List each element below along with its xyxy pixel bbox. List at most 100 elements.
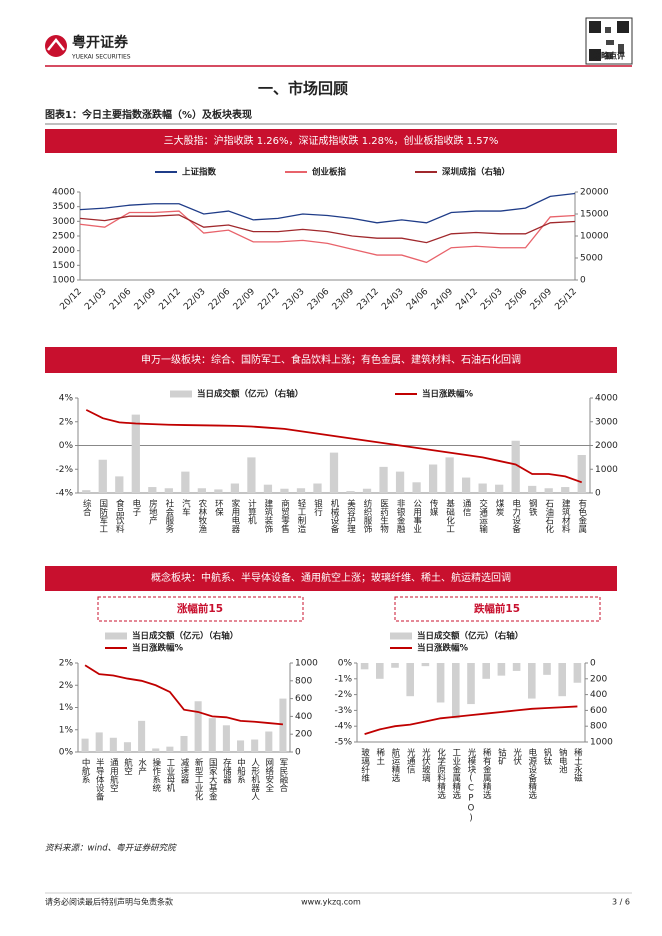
y-tick-label: 0% [59,441,74,451]
x-tick-label: 25/12 [553,287,578,312]
legend-label: 创业板指 [311,167,347,178]
x-tick-label: 环保 [213,499,223,517]
x-tick-label: 轻工制造 [296,498,306,534]
qr-code [585,17,633,65]
bar [180,735,188,752]
x-tick-label: 房地产 [147,498,157,525]
y-tick-label: 2% [59,417,74,427]
bar [181,471,190,493]
y2-tick-label: 1000 [595,465,618,475]
x-tick-label: 电力设备 [511,498,521,534]
logo-icon [45,35,67,57]
bar [123,742,131,752]
bar [467,663,475,705]
y-tick-label: -2% [55,465,73,475]
x-tick-label: 光伏玻璃 [420,747,430,783]
banner [45,566,617,591]
legend-swatch [105,632,127,640]
x-tick-label: 22/12 [256,287,281,312]
y2-tick-label: 400 [590,690,607,700]
bar [362,488,372,493]
bar [98,459,107,493]
bar [208,718,216,752]
legend-label: 当日成交额（亿元）（右轴） [132,631,238,642]
x-tick-label: 传媒 [428,498,438,517]
y2-tick-label: 0 [590,659,596,669]
bar [197,488,206,493]
x-tick-label: 石油石化 [544,499,554,534]
y2-tick-label: 4000 [595,394,618,404]
y-tick-label: 4% [59,394,74,404]
x-tick-label: 24/09 [430,287,456,313]
bar [573,663,582,683]
bar [265,731,273,752]
bar [263,484,273,493]
bar [109,737,117,752]
x-tick-label: 22/03 [182,287,207,312]
bar [329,452,339,493]
x-tick-label: 国防军工 [98,499,108,533]
y-tick-label: 2000 [52,246,75,256]
legend-label: 当日成交额（亿元）（右轴） [197,389,303,400]
line-series [79,192,576,224]
bar [346,491,355,493]
y-tick-label: 1000 [52,276,75,286]
bar [421,663,430,667]
line-series [364,705,578,735]
x-tick-label: 通信 [461,498,471,517]
bar [164,488,173,493]
x-tick-label: 工业金属精选 [451,748,461,800]
x-tick-label: 网络安全 [264,758,274,792]
x-tick-label: 23/09 [331,287,357,313]
y2-tick-label: 10000 [580,232,609,242]
y-tick-label: 4000 [52,188,75,198]
bar [131,414,140,493]
x-tick-label: 操作系统 [151,757,161,793]
logo-mark [47,37,65,51]
x-tick-label: 美容护理 [346,498,356,533]
y2-tick-label: 15000 [580,210,609,220]
x-tick-label: 国家大基金 [207,758,217,801]
y2-tick-label: 800 [590,722,607,732]
y2-tick-label: 5000 [580,254,603,264]
x-tick-label: 21/12 [157,287,182,312]
bar [436,663,445,703]
banner-text: 概念板块：中航系、半导体设备、通用航空上涨；玻璃纤维、稀土、航运精选回调 [151,571,511,584]
legend-label: 当日成交额（亿元）（右轴） [417,631,523,642]
y-tick-label: 2% [59,681,74,691]
bar [445,457,454,493]
y2-tick-label: 800 [295,676,312,686]
subpanel-title: 跌幅前15 [474,602,520,615]
bar [452,663,460,719]
bar [230,483,240,493]
x-tick-label: 军民融合 [278,758,288,793]
x-tick-label: 23/12 [355,287,380,312]
legend-label: 深圳成指（右轴） [442,167,510,178]
bar [280,488,289,493]
y2-tick-label: 200 [295,730,312,740]
x-tick-label: 25/03 [479,287,504,312]
y2-tick-label: 1000 [590,738,613,748]
banner [45,347,617,373]
source-note: 资料来源：wind、粤开证券研究院 [45,843,177,854]
x-tick-label: 电子 [131,498,141,516]
x-tick-label: 稀有金属精选 [481,747,491,800]
x-tick-label: 非银金融 [395,498,405,534]
bar [376,663,384,679]
x-tick-label: 22/06 [207,287,233,313]
x-tick-label: 24/06 [405,287,431,313]
bar [497,663,506,676]
y-tick-label: -1% [334,674,352,684]
x-tick-label: 减速器 [179,757,189,784]
line-series [85,409,583,484]
x-tick-label: 钴矿 [496,747,506,766]
x-tick-label: 21/03 [83,287,108,312]
y2-tick-label: 400 [295,712,312,722]
bar [279,698,287,752]
x-tick-label: 家用电器 [230,498,240,534]
logo-en: YUEKAI SECURITIES [71,54,131,61]
bar [296,488,306,493]
x-tick-label: 公用事业 [412,499,422,533]
x-tick-label: 商贸零售 [279,498,289,534]
bar [558,663,566,697]
